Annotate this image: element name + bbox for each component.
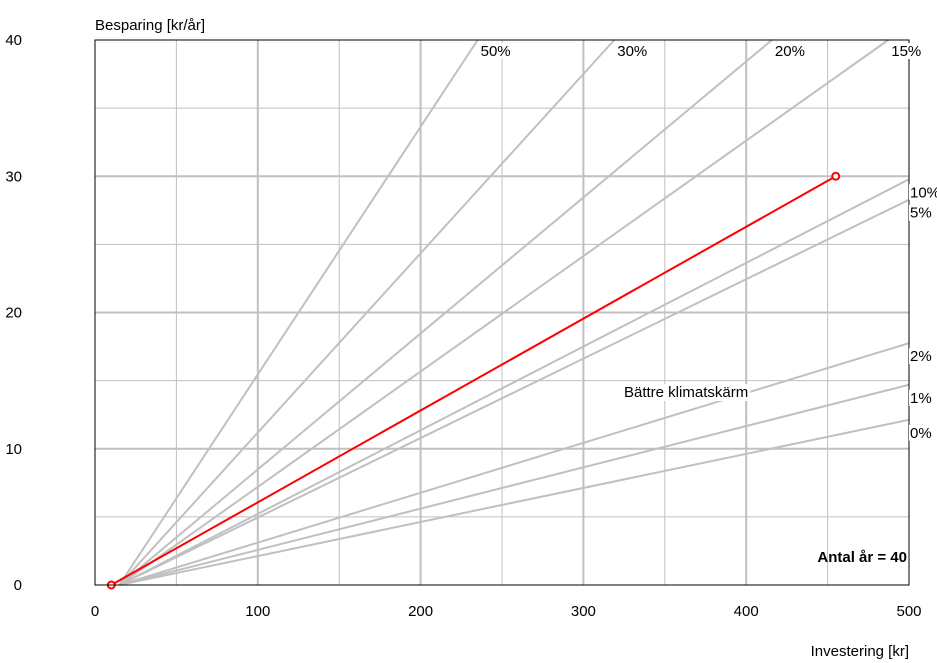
reference-line (118, 178, 910, 586)
x-tick-label: 100 (245, 603, 270, 620)
plot-frame (94, 39, 910, 586)
reference-lines (118, 39, 910, 586)
rate-label-bg (909, 204, 931, 221)
y-tick-label: 20 (5, 305, 22, 322)
rate-label: 2% (910, 348, 932, 365)
rate-label: 5% (910, 205, 932, 222)
rate-label: 0% (910, 425, 932, 442)
x-tick-label: 400 (734, 603, 759, 620)
rate-label: 1% (910, 390, 932, 407)
reference-line (119, 342, 910, 586)
rate-label: 30% (617, 43, 647, 60)
y-axis-title: Besparing [kr/år] (95, 17, 205, 34)
x-tick-label: 300 (571, 603, 596, 620)
y-tick-label: 40 (5, 32, 22, 49)
rate-label-bg (773, 43, 804, 59)
reference-line (119, 383, 910, 586)
reference-line (118, 198, 910, 586)
reference-line (118, 39, 479, 586)
y-tick-label: 10 (5, 441, 22, 458)
rate-label: 15% (891, 43, 921, 60)
reference-line (118, 39, 889, 586)
rate-label-bg (479, 43, 510, 59)
series-label-bg (622, 384, 751, 401)
y-tick-label: 30 (5, 168, 22, 185)
rate-labels: 50% 30% 20% 15% 10% 5% 2% 1% 0% (479, 43, 937, 442)
rate-label-bg (909, 348, 931, 365)
rate-label-bg (909, 389, 931, 406)
years-annotation: Antal år = 40 (817, 549, 907, 566)
tick-labels: 0 100 200 300 400 500 0 10 20 30 40 (5, 32, 921, 620)
series-line (110, 175, 837, 586)
rate-label-bg (909, 424, 931, 441)
rate-label: 10% (910, 184, 937, 201)
reference-line (118, 39, 615, 586)
reference-line (119, 418, 910, 586)
series-point (831, 171, 841, 181)
grid (95, 40, 909, 585)
reference-line (118, 39, 773, 586)
rate-label-bg (909, 184, 937, 201)
x-tick-label: 0 (91, 603, 99, 620)
x-tick-label: 200 (408, 603, 433, 620)
x-axis-title: Investering [kr] (811, 643, 909, 660)
y-tick-label: 0 (14, 577, 22, 594)
x-tick-label: 500 (896, 603, 921, 620)
rate-label: 50% (481, 43, 511, 60)
rate-label: 20% (775, 43, 805, 60)
rate-label-bg (616, 43, 647, 59)
rate-label-bg (890, 43, 921, 59)
series-label: Bättre klimatskärm (624, 384, 748, 401)
